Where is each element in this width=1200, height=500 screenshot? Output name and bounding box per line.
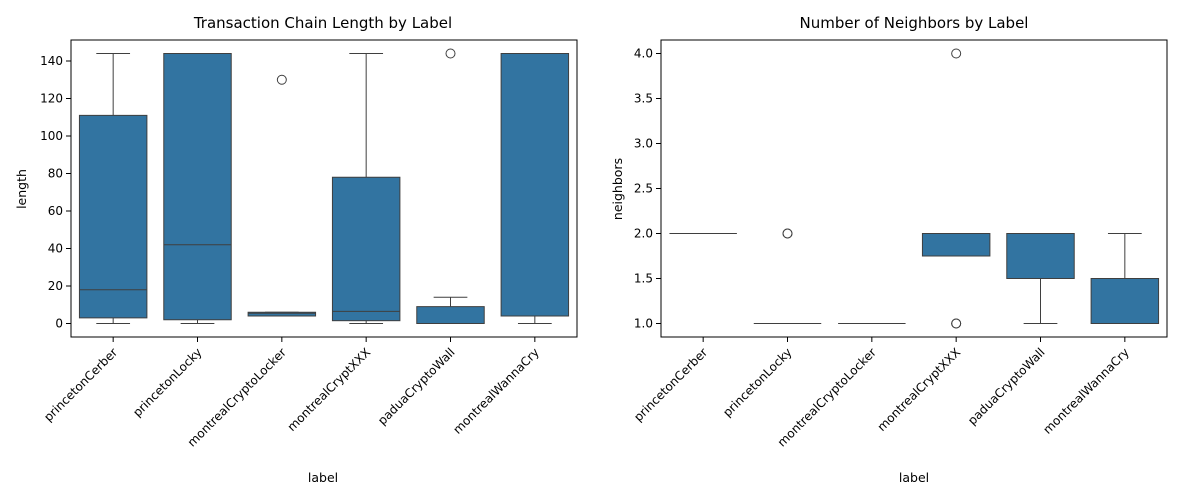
box-iqr [163, 53, 232, 321]
y-tick-label: 20 [48, 279, 63, 293]
box-paduaCryptoWall [416, 48, 485, 324]
outlier-point [951, 318, 962, 329]
x-tick-label: montrealCryptXXX [285, 345, 374, 434]
y-tick-label: 60 [48, 204, 63, 218]
box-iqr [921, 233, 991, 257]
y-tick-label: 140 [40, 54, 63, 68]
chart-title: Transaction Chain Length by Label [193, 14, 452, 32]
x-axis-label: label [899, 470, 929, 485]
outlier-point [951, 48, 962, 59]
x-tick-label: princetonCerber [41, 345, 120, 424]
plot-frame [660, 39, 1168, 338]
chart-length-by-label: Transaction Chain Length by Label label … [14, 14, 578, 485]
box-princetonCerber [78, 53, 148, 324]
box-princetonLocky [753, 228, 822, 324]
box-montrealCryptXXX [921, 48, 991, 329]
x-tick-label: montrealCryptoLocker [185, 345, 289, 449]
y-tick-label: 80 [48, 167, 63, 181]
y-tick-label: 2.5 [634, 182, 653, 196]
y-axis-label: neighbors [610, 158, 625, 220]
plot-frame [70, 39, 578, 338]
x-tick-label: montrealWannaCry [450, 345, 542, 437]
box-iqr [1006, 233, 1075, 279]
x-tick-label: paduaCryptoWall [965, 345, 1048, 428]
box-montrealWannaCry [1090, 233, 1160, 324]
x-tick-label: montrealCryptXXX [875, 345, 964, 434]
box-paduaCryptoWall [1006, 233, 1075, 324]
y-tick-label: 100 [40, 129, 63, 143]
y-tick-label: 40 [48, 242, 63, 256]
y-tick-label: 3.0 [634, 137, 653, 151]
box-iqr [78, 114, 148, 319]
x-tick-label: montrealCryptoLocker [775, 345, 879, 449]
box-iqr [1090, 278, 1160, 324]
box-montrealCryptXXX [331, 53, 401, 324]
outlier-point [782, 228, 793, 239]
box-iqr [247, 311, 317, 317]
x-tick-label: princetonCerber [631, 345, 710, 424]
box-montrealWannaCry [500, 53, 570, 324]
box-iqr [416, 306, 485, 324]
y-tick-label: 2.0 [634, 227, 653, 241]
outlier-point [276, 74, 287, 85]
box-iqr [331, 176, 401, 322]
x-axis-label: label [308, 470, 338, 485]
y-tick-label: 120 [40, 92, 63, 106]
y-tick-label: 1.5 [634, 272, 653, 286]
x-tick-label: paduaCryptoWall [375, 345, 458, 428]
y-tick-label: 0 [55, 317, 63, 331]
chart-title: Number of Neighbors by Label [800, 14, 1029, 32]
box-iqr [500, 53, 570, 317]
y-axis-label: length [14, 169, 29, 209]
y-tick-label: 4.0 [634, 47, 653, 61]
y-tick-label: 3.5 [634, 92, 653, 106]
y-axis: 0 20 40 60 80 100 120 140 [40, 54, 71, 331]
y-tick-label: 1.0 [634, 317, 653, 331]
x-tick-label: montrealWannaCry [1040, 345, 1132, 437]
chart-neighbors-by-label: Number of Neighbors by Label label neigh… [610, 14, 1168, 485]
box-princetonLocky [163, 53, 232, 324]
y-axis: 1.0 1.5 2.0 2.5 3.0 3.5 4.0 [634, 47, 661, 331]
box-montrealCryptoLocker [247, 74, 317, 317]
x-tick-label: princetonLocky [720, 345, 794, 419]
x-tick-label: princetonLocky [130, 345, 204, 419]
outlier-point [445, 48, 456, 59]
